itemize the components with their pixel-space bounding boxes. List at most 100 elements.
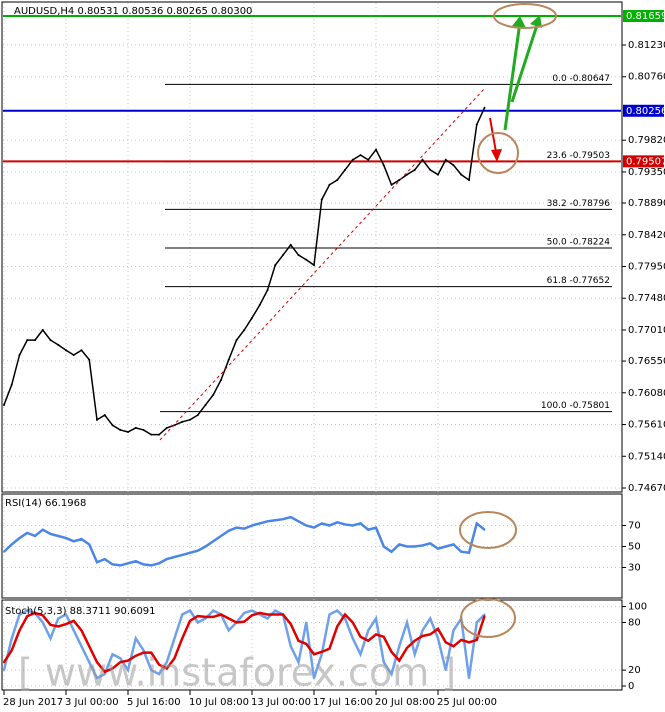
point: [134, 637, 137, 640]
point: [127, 562, 129, 565]
point: [227, 629, 230, 632]
point: [41, 328, 44, 331]
point: [320, 653, 323, 656]
level-box: [623, 10, 664, 23]
point: [297, 520, 300, 523]
point: [165, 558, 168, 561]
stoch-panel: [1, 599, 623, 691]
point: [320, 650, 323, 653]
point: [96, 661, 98, 664]
point: [49, 623, 52, 626]
point: [313, 264, 315, 267]
arrow: [510, 21, 540, 103]
x-tick-label: 20 Jul 08:00: [375, 697, 435, 708]
point: [10, 383, 13, 386]
point: [251, 524, 253, 527]
point: [274, 264, 277, 267]
point: [437, 627, 439, 630]
fib-label: 0.0 -0.80647: [552, 74, 610, 84]
circle: [493, 3, 557, 29]
point: [3, 661, 5, 664]
point: [429, 633, 432, 636]
point: [181, 637, 184, 640]
point: [57, 343, 60, 346]
y-tick-label: 100: [628, 602, 647, 613]
point: [243, 620, 246, 623]
point: [227, 529, 230, 532]
arrow: [489, 117, 497, 153]
point: [398, 645, 401, 648]
main-panel: [1, 1, 623, 493]
x-tick-label: 10 Jul 08:00: [189, 697, 249, 708]
point: [266, 613, 269, 616]
arrow-head: [530, 15, 542, 28]
point: [460, 638, 463, 641]
point: [251, 316, 253, 319]
point: [468, 179, 470, 182]
point: [406, 646, 408, 649]
point: [34, 611, 36, 614]
point: [375, 617, 377, 620]
point: [413, 639, 416, 642]
point: [119, 428, 122, 431]
point: [297, 254, 300, 257]
point: [212, 393, 215, 396]
point: [88, 543, 91, 546]
point: [468, 641, 470, 644]
point: [336, 609, 339, 612]
point: [189, 619, 191, 622]
point: [444, 669, 447, 672]
point: [382, 545, 385, 548]
point: [367, 158, 370, 161]
point: [460, 550, 463, 553]
point: [49, 637, 52, 640]
point: [88, 358, 91, 361]
point: [429, 617, 432, 620]
level-label: 0.80256: [626, 106, 665, 117]
point: [421, 629, 424, 632]
point: [344, 168, 346, 171]
point: [235, 526, 238, 529]
point: [390, 673, 393, 676]
circle: [459, 511, 517, 549]
point: [18, 613, 21, 616]
point: [181, 613, 184, 616]
point: [189, 551, 191, 554]
point: [220, 535, 222, 537]
point: [196, 549, 199, 552]
point: [351, 524, 354, 527]
point: [80, 629, 83, 632]
point: [413, 653, 416, 656]
point: [328, 647, 331, 650]
x-tick-label: 13 Jul 00:00: [251, 697, 311, 708]
point: [452, 543, 455, 546]
point: [375, 148, 377, 151]
point: [204, 403, 207, 406]
point: [173, 637, 176, 640]
point: [26, 609, 29, 612]
point: [406, 173, 408, 176]
point: [18, 353, 21, 356]
point: [328, 613, 331, 616]
x-tick-label: 25 Jul 00:00: [437, 697, 497, 708]
point: [111, 563, 114, 566]
point: [258, 522, 261, 525]
point: [127, 430, 129, 433]
point: [72, 619, 75, 622]
point: [158, 433, 160, 436]
point: [150, 651, 153, 654]
point: [382, 635, 385, 638]
fib-label: 23.6 -0.79503: [547, 151, 610, 161]
point: [243, 527, 246, 530]
point: [196, 621, 199, 624]
fib-label: 100.0 -0.75801: [541, 401, 610, 411]
point: [34, 535, 36, 537]
point: [134, 654, 137, 657]
